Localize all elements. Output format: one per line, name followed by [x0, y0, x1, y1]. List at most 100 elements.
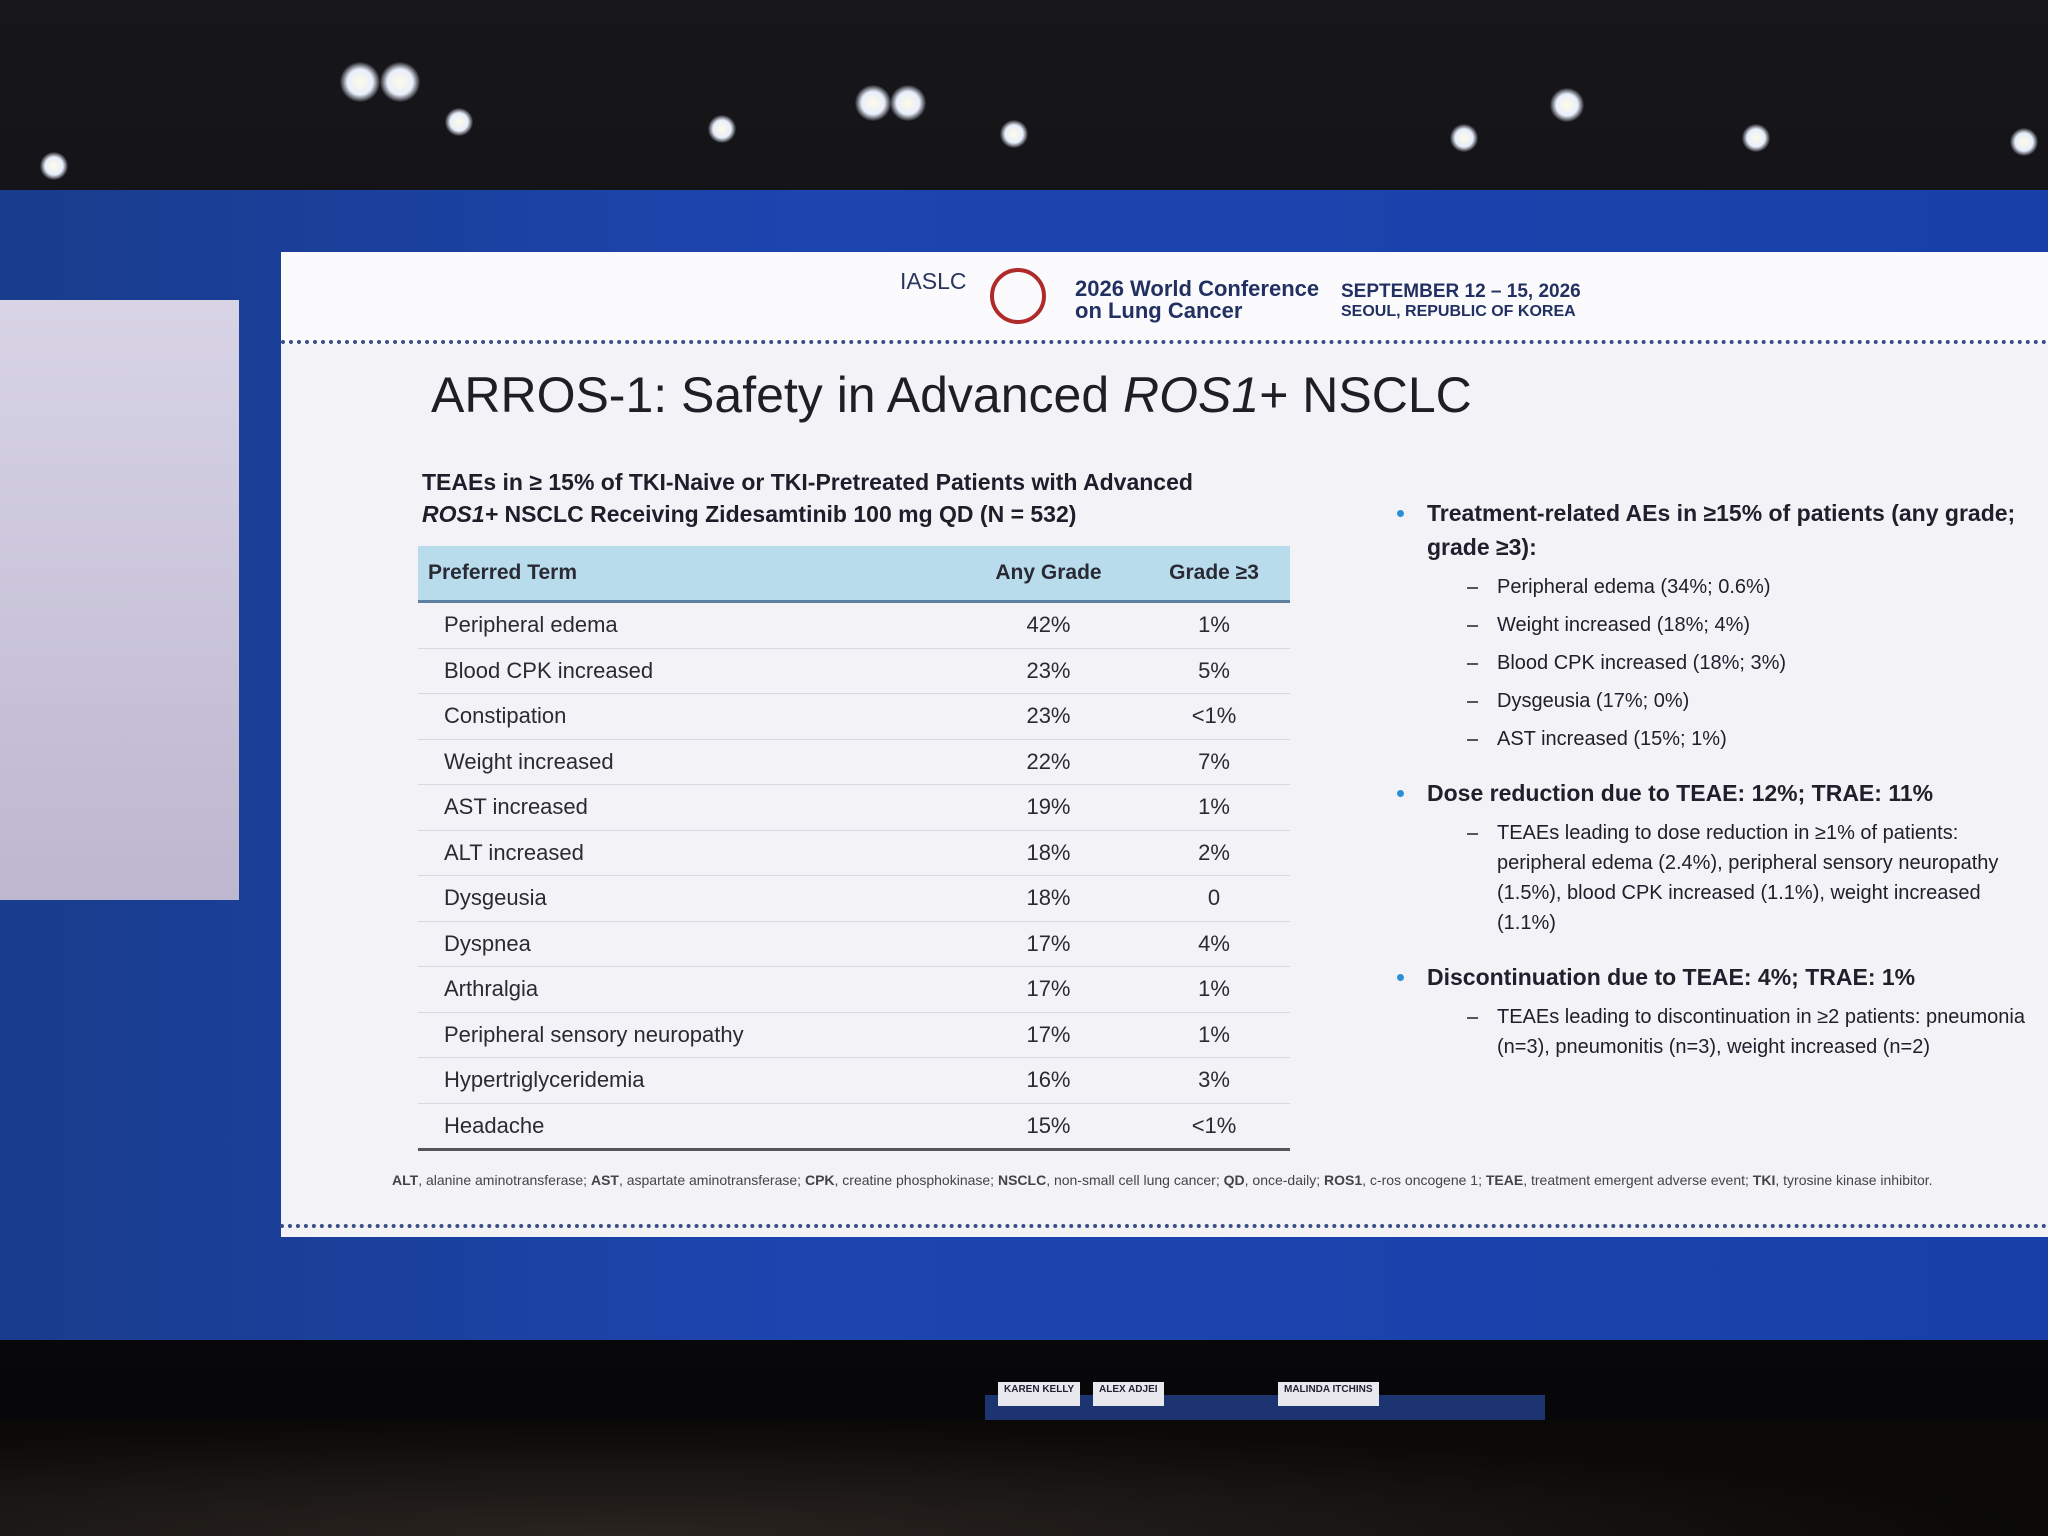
caption-line: TEAEs in ≥ 15% of TKI-Naive or TKI-Pretr… — [422, 469, 1193, 495]
table-cell: 3% — [1138, 1057, 1290, 1104]
table-row: Hypertriglyceridemia 16% 3% — [418, 1057, 1290, 1104]
caption-part: ROS1+ — [422, 501, 499, 527]
dash — [1467, 587, 1478, 589]
sub-bullet: TEAEs leading to discontinuation in ≥2 p… — [1397, 1002, 2037, 1062]
column-header: Any Grade — [958, 546, 1139, 603]
table-row: Weight increased 22% 7% — [418, 739, 1290, 785]
ceiling-light — [1000, 120, 1028, 148]
definition: , non-small cell lung cancer; — [1046, 1172, 1224, 1188]
table-cell: 42% — [958, 601, 1139, 649]
ceiling-light — [445, 108, 473, 136]
table-cell: ALT increased — [418, 830, 959, 876]
table-cell: 0 — [1138, 875, 1290, 922]
table-cell: 5% — [1138, 648, 1290, 694]
nameplate: MALINDA ITCHINS — [1278, 1382, 1379, 1406]
sub-bullet: Blood CPK increased (18%; 3%) — [1397, 648, 2037, 678]
table-cell: 23% — [958, 648, 1139, 694]
title-part: ROS1 — [1123, 367, 1260, 423]
bullet-dot — [1397, 790, 1404, 797]
abbreviation: ROS1 — [1324, 1172, 1363, 1188]
definition: , creatine phosphokinase; — [834, 1172, 998, 1188]
table-cell: Constipation — [418, 693, 959, 740]
abbreviation: CPK — [804, 1172, 835, 1188]
ceiling-light — [1742, 124, 1770, 152]
bullet-list: Treatment-related AEs in ≥15% of patient… — [1397, 496, 2037, 1062]
abbreviation: QD — [1223, 1172, 1245, 1188]
table-row: ALT increased 18% 2% — [418, 830, 1290, 876]
abbreviation: AST — [590, 1172, 619, 1188]
table-caption: TEAEs in ≥ 15% of TKI-Naive or TKI-Pretr… — [422, 466, 1193, 530]
nameplate: ALEX ADJEI — [1093, 1382, 1164, 1406]
table-cell: 4% — [1138, 921, 1290, 967]
ae-table: Preferred Term Any Grade Grade ≥3 Periphera… — [418, 546, 1290, 1151]
table-cell: <1% — [1138, 693, 1290, 740]
table-cell: 2% — [1138, 830, 1290, 876]
sub-bullet: Dysgeusia (17%; 0%) — [1397, 686, 2037, 716]
abbreviation: NSCLC — [997, 1172, 1047, 1188]
title-part: + NSCLC — [1259, 367, 1472, 423]
table-cell: Blood CPK increased — [418, 648, 959, 694]
dash — [1467, 739, 1478, 741]
table-cell: 17% — [958, 966, 1139, 1013]
table-row: Arthralgia 17% 1% — [418, 966, 1290, 1013]
table-cell: 23% — [958, 693, 1139, 740]
table-cell: Arthralgia — [418, 966, 959, 1013]
bullet-heading: Dose reduction due to TEAE: 12%; TRAE: 1… — [1397, 776, 2037, 810]
table-cell: Dyspnea — [418, 921, 959, 967]
table-cell: 18% — [958, 875, 1139, 922]
table-row: Headache 15% <1% — [418, 1103, 1290, 1151]
bullet-heading: Discontinuation due to TEAE: 4%; TRAE: 1… — [1397, 960, 2037, 994]
slide-header — [281, 252, 2048, 344]
table-cell: Peripheral edema — [418, 601, 959, 649]
abbreviation: ALT — [392, 1172, 419, 1188]
bullet-heading: Treatment-related AEs in ≥15% of patient… — [1397, 496, 2037, 564]
table-cell: Weight increased — [418, 739, 959, 785]
footnote: ALT, alanine aminotransferase; AST, aspa… — [392, 1172, 2048, 1188]
table-cell: 1% — [1138, 601, 1290, 649]
ceiling-light — [1450, 124, 1478, 152]
dash — [1467, 663, 1478, 665]
definition: , once-daily; — [1244, 1172, 1324, 1188]
column-header: Grade ≥3 — [1138, 546, 1290, 603]
slide-title: ARROS-1: Safety in Advanced ROS1+ NSCLC — [431, 366, 1472, 424]
definition: , tyrosine kinase inhibitor. — [1775, 1172, 1933, 1188]
slide-border — [280, 1224, 2048, 1228]
table-cell: 18% — [958, 830, 1139, 876]
abbreviation: TEAE — [1485, 1172, 1524, 1188]
table-cell: 1% — [1138, 1012, 1290, 1058]
ceiling-light — [708, 115, 736, 143]
dash — [1467, 701, 1478, 703]
logo-seal — [990, 268, 1046, 324]
table-cell: Hypertriglyceridemia — [418, 1057, 959, 1104]
table-row: Peripheral sensory neuropathy 17% 1% — [418, 1012, 1290, 1058]
bullet-dot — [1397, 974, 1404, 981]
ceiling-light — [40, 152, 68, 180]
table-cell: Dysgeusia — [418, 875, 959, 922]
speaker-video — [0, 300, 239, 900]
sub-bullet: Peripheral edema (34%; 0.6%) — [1397, 572, 2037, 602]
definition: , treatment emergent adverse event; — [1523, 1172, 1753, 1188]
title-part: ARROS-1: Safety in Advanced — [431, 367, 1124, 423]
table-row: Dyspnea 17% 4% — [418, 921, 1290, 967]
table-cell: 22% — [958, 739, 1139, 785]
header-row: Preferred Term Any Grade Grade ≥3 — [418, 546, 1290, 603]
table-row: Dysgeusia 18% 0 — [418, 875, 1290, 922]
bullet: Dose reduction due to TEAE: 12%; TRAE: 1… — [1397, 776, 2037, 938]
sub-bullet: Weight increased (18%; 4%) — [1397, 610, 2037, 640]
ceiling-light — [890, 85, 926, 121]
dash — [1467, 833, 1478, 835]
table-cell: Headache — [418, 1103, 959, 1151]
caption-part: NSCLC Receiving Zidesamtinib 100 mg QD (… — [498, 501, 1077, 527]
table-cell: 1% — [1138, 966, 1290, 1013]
table-cell: 7% — [1138, 739, 1290, 785]
table-row: Blood CPK increased 23% 5% — [418, 648, 1290, 694]
definition: , aspartate aminotransferase; — [618, 1172, 805, 1188]
conference-info: SEPTEMBER 12 – 15, 2026 SEOUL, REPUBLIC … — [1341, 282, 1581, 322]
table-cell: AST increased — [418, 784, 959, 831]
table-row: AST increased 19% 1% — [418, 784, 1290, 831]
conference-line: on Lung Cancer — [1075, 298, 1243, 323]
org-logo: IASLC — [900, 268, 967, 294]
table-cell: Peripheral sensory neuropathy — [418, 1012, 959, 1058]
table-row: Peripheral edema 42% 1% — [418, 601, 1290, 649]
conference-line: 2026 World Conference — [1075, 276, 1320, 301]
